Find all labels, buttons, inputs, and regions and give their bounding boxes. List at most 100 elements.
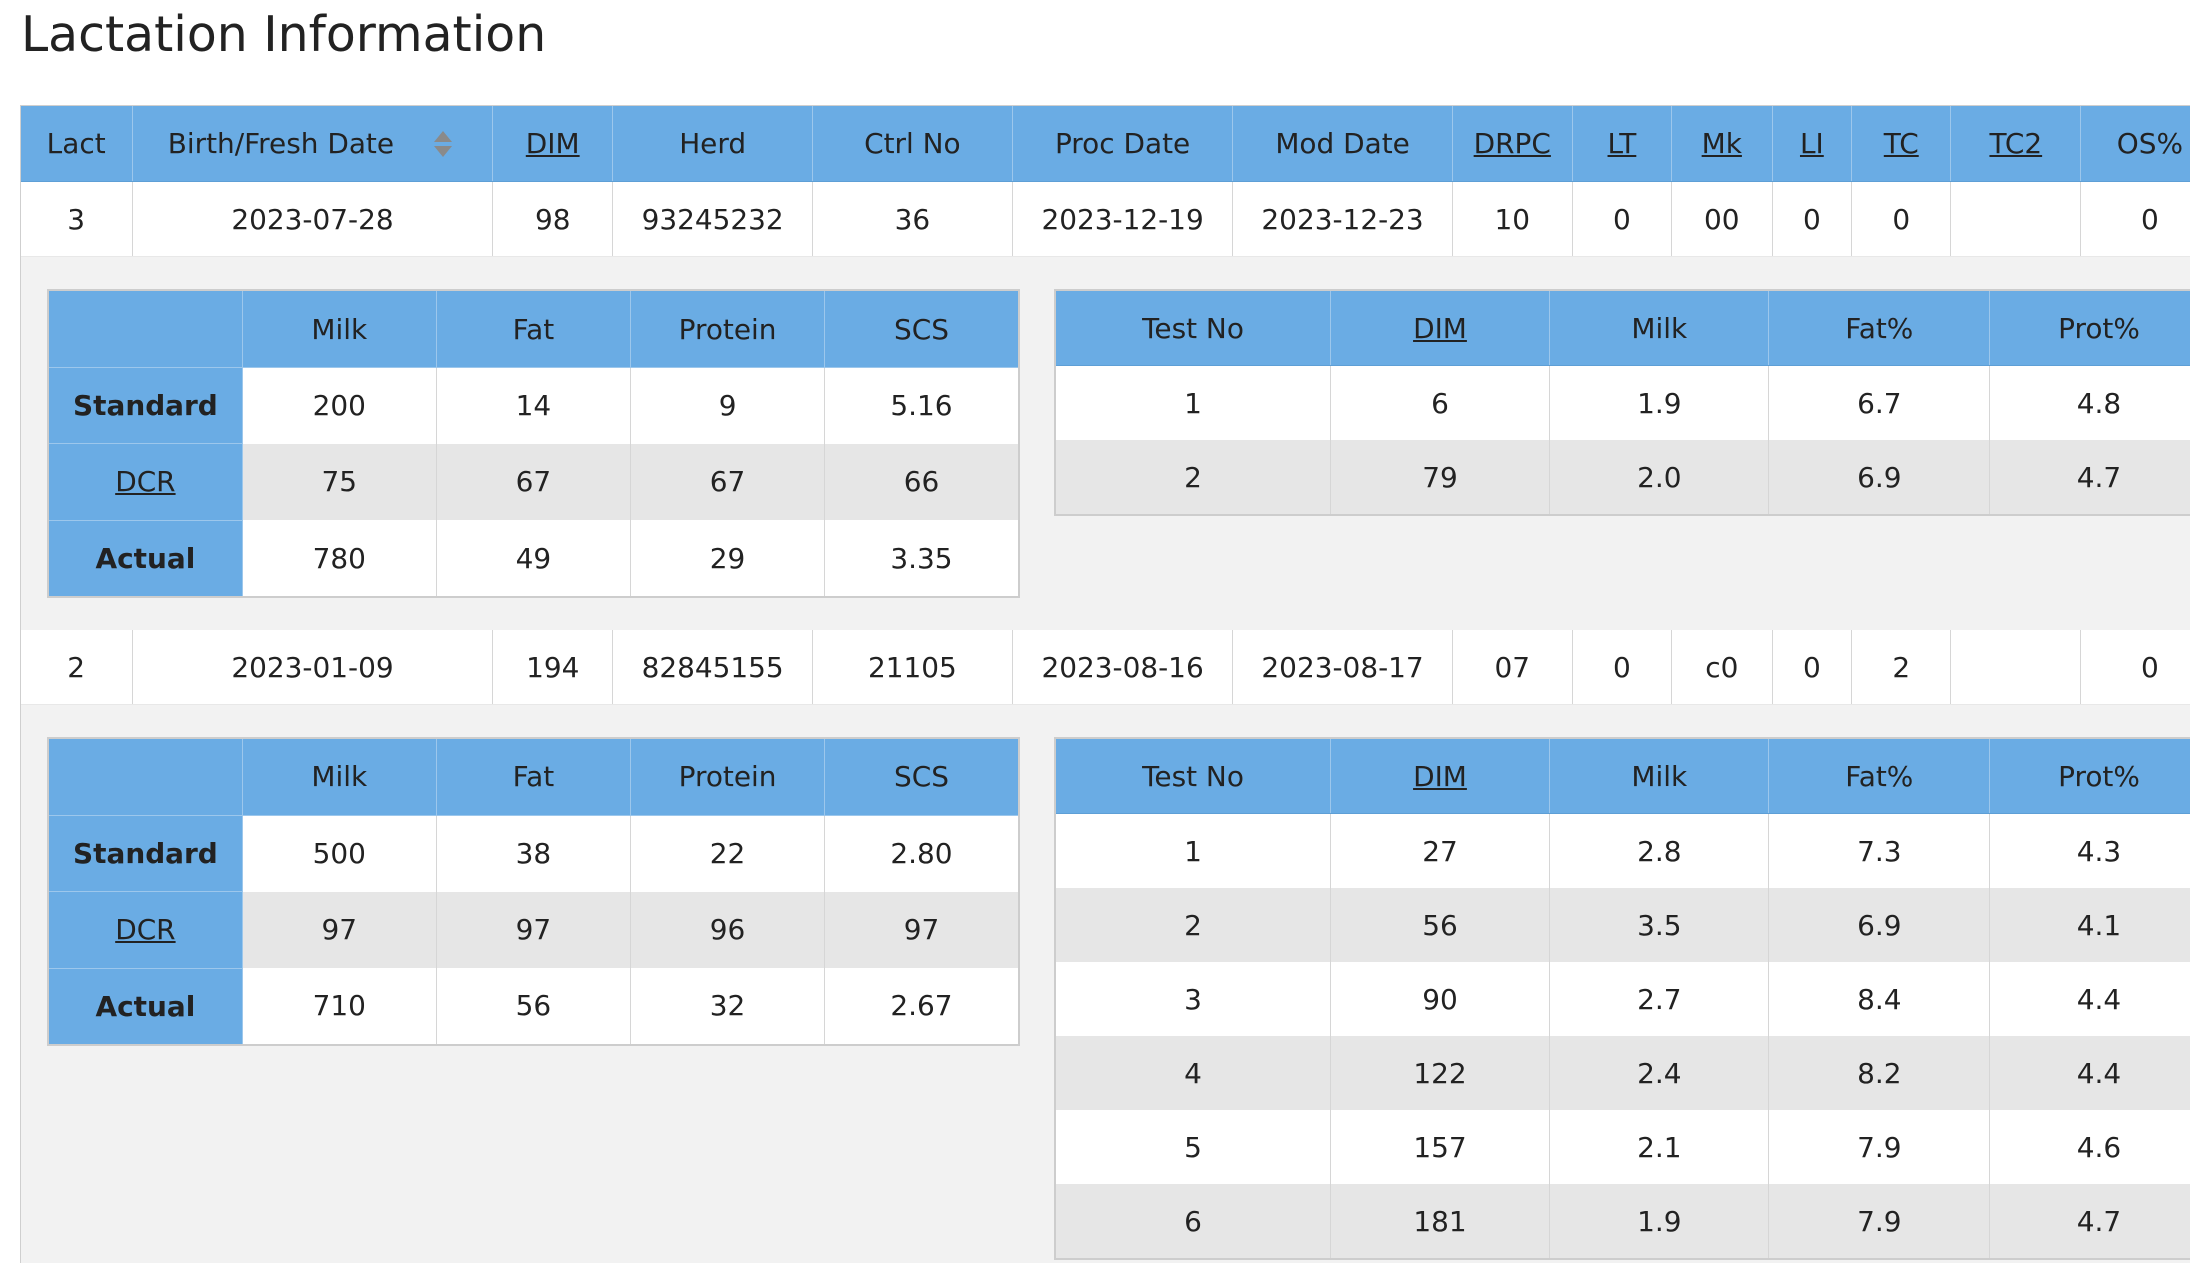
summary-row-label: Actual [48,968,243,1046]
col-header-label[interactable]: LI [1799,126,1824,160]
tests-cell: 6.7 [1768,365,1991,441]
cell-lact: 3 [20,181,133,258]
summary-table: Milk Fat Protein SCS Standard 200 14 9 [47,289,1020,598]
tests-header-dim-link[interactable]: DIM [1413,311,1467,345]
cell-mk: 00 [1671,181,1773,258]
cell-mod-date: 2023-08-17 [1232,630,1453,706]
col-header-label[interactable]: Mk [1701,126,1742,160]
summary-header-scs: SCS [824,738,1020,816]
cell-tc2 [1950,181,2082,258]
tests-cell: 2.0 [1549,440,1770,516]
lactation-detail-row: Milk Fat Protein SCS Standard 200 14 9 [20,256,2190,631]
tests-header-dim-link[interactable]: DIM [1413,759,1467,793]
summary-row-label: Standard [48,815,243,893]
tests-cell: 56 [1330,888,1551,963]
summary-cell: 56 [436,968,631,1045]
summary-header-scs: SCS [824,290,1020,368]
tests-header-dim[interactable]: DIM [1330,738,1551,815]
tests-table: Test No DIM Milk Fat% Prot% 1 27 2.8 [1054,737,2190,1261]
lactation-row[interactable]: 2 2023-01-09 194 82845155 21105 2023-08-… [20,630,2190,706]
col-header-label: Mod Date [1275,126,1410,160]
col-header-label[interactable]: TC [1883,126,1919,160]
sort-icon[interactable] [433,131,454,159]
lactation-row[interactable]: 3 2023-07-28 98 93245232 36 2023-12-19 2… [20,181,2190,258]
cell-li: 0 [1772,181,1853,258]
tests-cell: 4.7 [1989,440,2190,516]
summary-row-dcr: DCR 97 97 96 97 [48,891,1020,969]
tests-cell: 2 [1055,888,1331,963]
col-header-mk[interactable]: Mk [1671,105,1773,183]
tests-cell: 1 [1055,813,1331,889]
summary-cell: 67 [436,443,631,521]
summary-cell: 500 [242,815,437,892]
col-header-dim[interactable]: DIM [492,105,614,183]
tests-header-row: Test No DIM Milk Fat% Prot% [1055,290,2190,367]
lactation-detail-row: Milk Fat Protein SCS Standard 500 38 22 [20,704,2190,1263]
col-header-li[interactable]: LI [1772,105,1853,183]
summary-header-row: Milk Fat Protein SCS [48,738,1020,816]
col-header-proc-date: Proc Date [1012,105,1234,183]
tests-cell: 27 [1330,813,1551,889]
col-header-label: Proc Date [1054,126,1191,160]
summary-row-label-link[interactable]: DCR [48,891,243,969]
summary-cell: 49 [436,520,631,597]
tests-row: 3 90 2.7 8.4 4.4 [1055,962,2190,1037]
cell-lt: 0 [1572,181,1672,258]
col-header-label: Ctrl No [864,126,961,160]
col-header-tc2[interactable]: TC2 [1950,105,2082,183]
col-header-drpc[interactable]: DRPC [1452,105,1573,183]
col-header-birth-fresh-date[interactable]: Birth/Fresh Date [132,105,494,183]
summary-header-fat: Fat [436,738,631,816]
summary-header-protein: Protein [630,290,826,368]
tests-header-dim[interactable]: DIM [1330,290,1551,367]
summary-cell: 3.35 [824,520,1020,597]
tests-row: 4 122 2.4 8.2 4.4 [1055,1036,2190,1111]
tests-cell: 157 [1330,1110,1551,1185]
tests-cell: 1.9 [1549,1184,1770,1260]
cell-birth-fresh-date: 2023-01-09 [132,630,494,706]
summary-header-milk: Milk [242,738,437,816]
cell-herd: 93245232 [612,181,813,258]
cell-mk: c0 [1671,630,1773,706]
summary-row-dcr: DCR 75 67 67 66 [48,443,1020,521]
tests-row: 1 27 2.8 7.3 4.3 [1055,813,2190,889]
tests-cell: 4.4 [1989,1036,2190,1111]
dcr-link[interactable]: DCR [115,913,176,947]
summary-cell: 29 [630,520,826,597]
summary-row-standard: Standard 200 14 9 5.16 [48,367,1020,445]
tests-row: 5 157 2.1 7.9 4.6 [1055,1110,2190,1185]
cell-ctrl-no: 36 [812,181,1013,258]
summary-cell: 96 [630,891,826,969]
cell-dim: 194 [492,630,614,706]
tests-cell: 8.4 [1768,962,1991,1037]
cell-mod-date: 2023-12-23 [1232,181,1453,258]
tests-cell: 6.9 [1768,888,1991,963]
col-header-mod-date: Mod Date [1232,105,1453,183]
tests-cell: 6 [1330,365,1551,441]
cell-herd: 82845155 [612,630,813,706]
dcr-link[interactable]: DCR [115,465,176,499]
col-header-label[interactable]: DIM [525,126,580,160]
cell-dim: 98 [492,181,614,258]
col-header-label[interactable]: DRPC [1473,126,1551,160]
cell-drpc: 07 [1452,630,1573,706]
summary-header-corner [48,738,243,816]
col-header-label[interactable]: LT [1607,126,1637,160]
summary-cell: 22 [630,815,826,892]
summary-row-label-link[interactable]: DCR [48,443,243,521]
col-header-lt[interactable]: LT [1572,105,1672,183]
col-header-tc[interactable]: TC [1851,105,1952,183]
tests-cell: 3 [1055,962,1331,1037]
col-header-label: Herd [679,126,747,160]
lactation-detail-cell: Milk Fat Protein SCS Standard 200 14 9 [20,256,2190,631]
col-header-label[interactable]: TC2 [1989,126,2043,160]
tests-row: 1 6 1.9 6.7 4.8 [1055,365,2190,441]
tests-cell: 4.4 [1989,962,2190,1037]
tests-cell: 2.8 [1549,813,1770,889]
tests-cell: 4 [1055,1036,1331,1111]
tests-cell: 2.1 [1549,1110,1770,1185]
tests-cell: 2 [1055,440,1331,516]
cell-tc: 0 [1851,181,1952,258]
summary-cell: 2.80 [824,815,1020,892]
cell-os-percent: 0 [2080,630,2190,706]
